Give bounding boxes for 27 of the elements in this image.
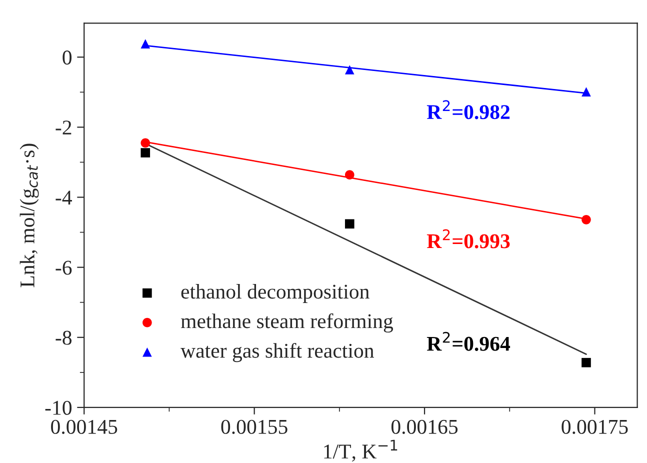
point <box>344 65 354 74</box>
legend-label: methane steam reforming <box>180 313 394 333</box>
y-axis-title: Lnk, mol/(g$_{cat}$·s) <box>20 144 39 288</box>
legend-label: water gas shift reaction <box>180 342 374 362</box>
annotation: R$^{2}$=0.982 <box>426 100 510 120</box>
annotation: R$^{2}$=0.964 <box>426 332 510 351</box>
x-tick-label: 0.00145 <box>51 420 118 434</box>
legend-label: ethanol decomposition <box>181 284 370 303</box>
point <box>582 358 591 368</box>
x-axis-title: 1/T, K$^{−1}$ <box>324 440 398 462</box>
y-tick-label: -10 <box>45 400 72 415</box>
point <box>140 39 150 48</box>
point <box>140 148 150 158</box>
annotation: R$^{2}$=0.993 <box>426 229 510 248</box>
point <box>582 215 591 224</box>
point <box>582 87 591 96</box>
y-tick-label: -4 <box>56 190 72 204</box>
y-tick-label: -8 <box>56 330 72 345</box>
point <box>344 219 354 229</box>
point <box>140 138 150 148</box>
x-tick-label: 0.00155 <box>221 420 288 434</box>
x-tick-label: 0.00175 <box>562 420 628 434</box>
y-tick-label: -2 <box>56 120 72 134</box>
y-tick-label: -6 <box>56 260 72 275</box>
x-tick-label: 0.00165 <box>391 420 458 434</box>
y-tick-label: 0 <box>62 50 72 65</box>
point <box>344 170 354 180</box>
